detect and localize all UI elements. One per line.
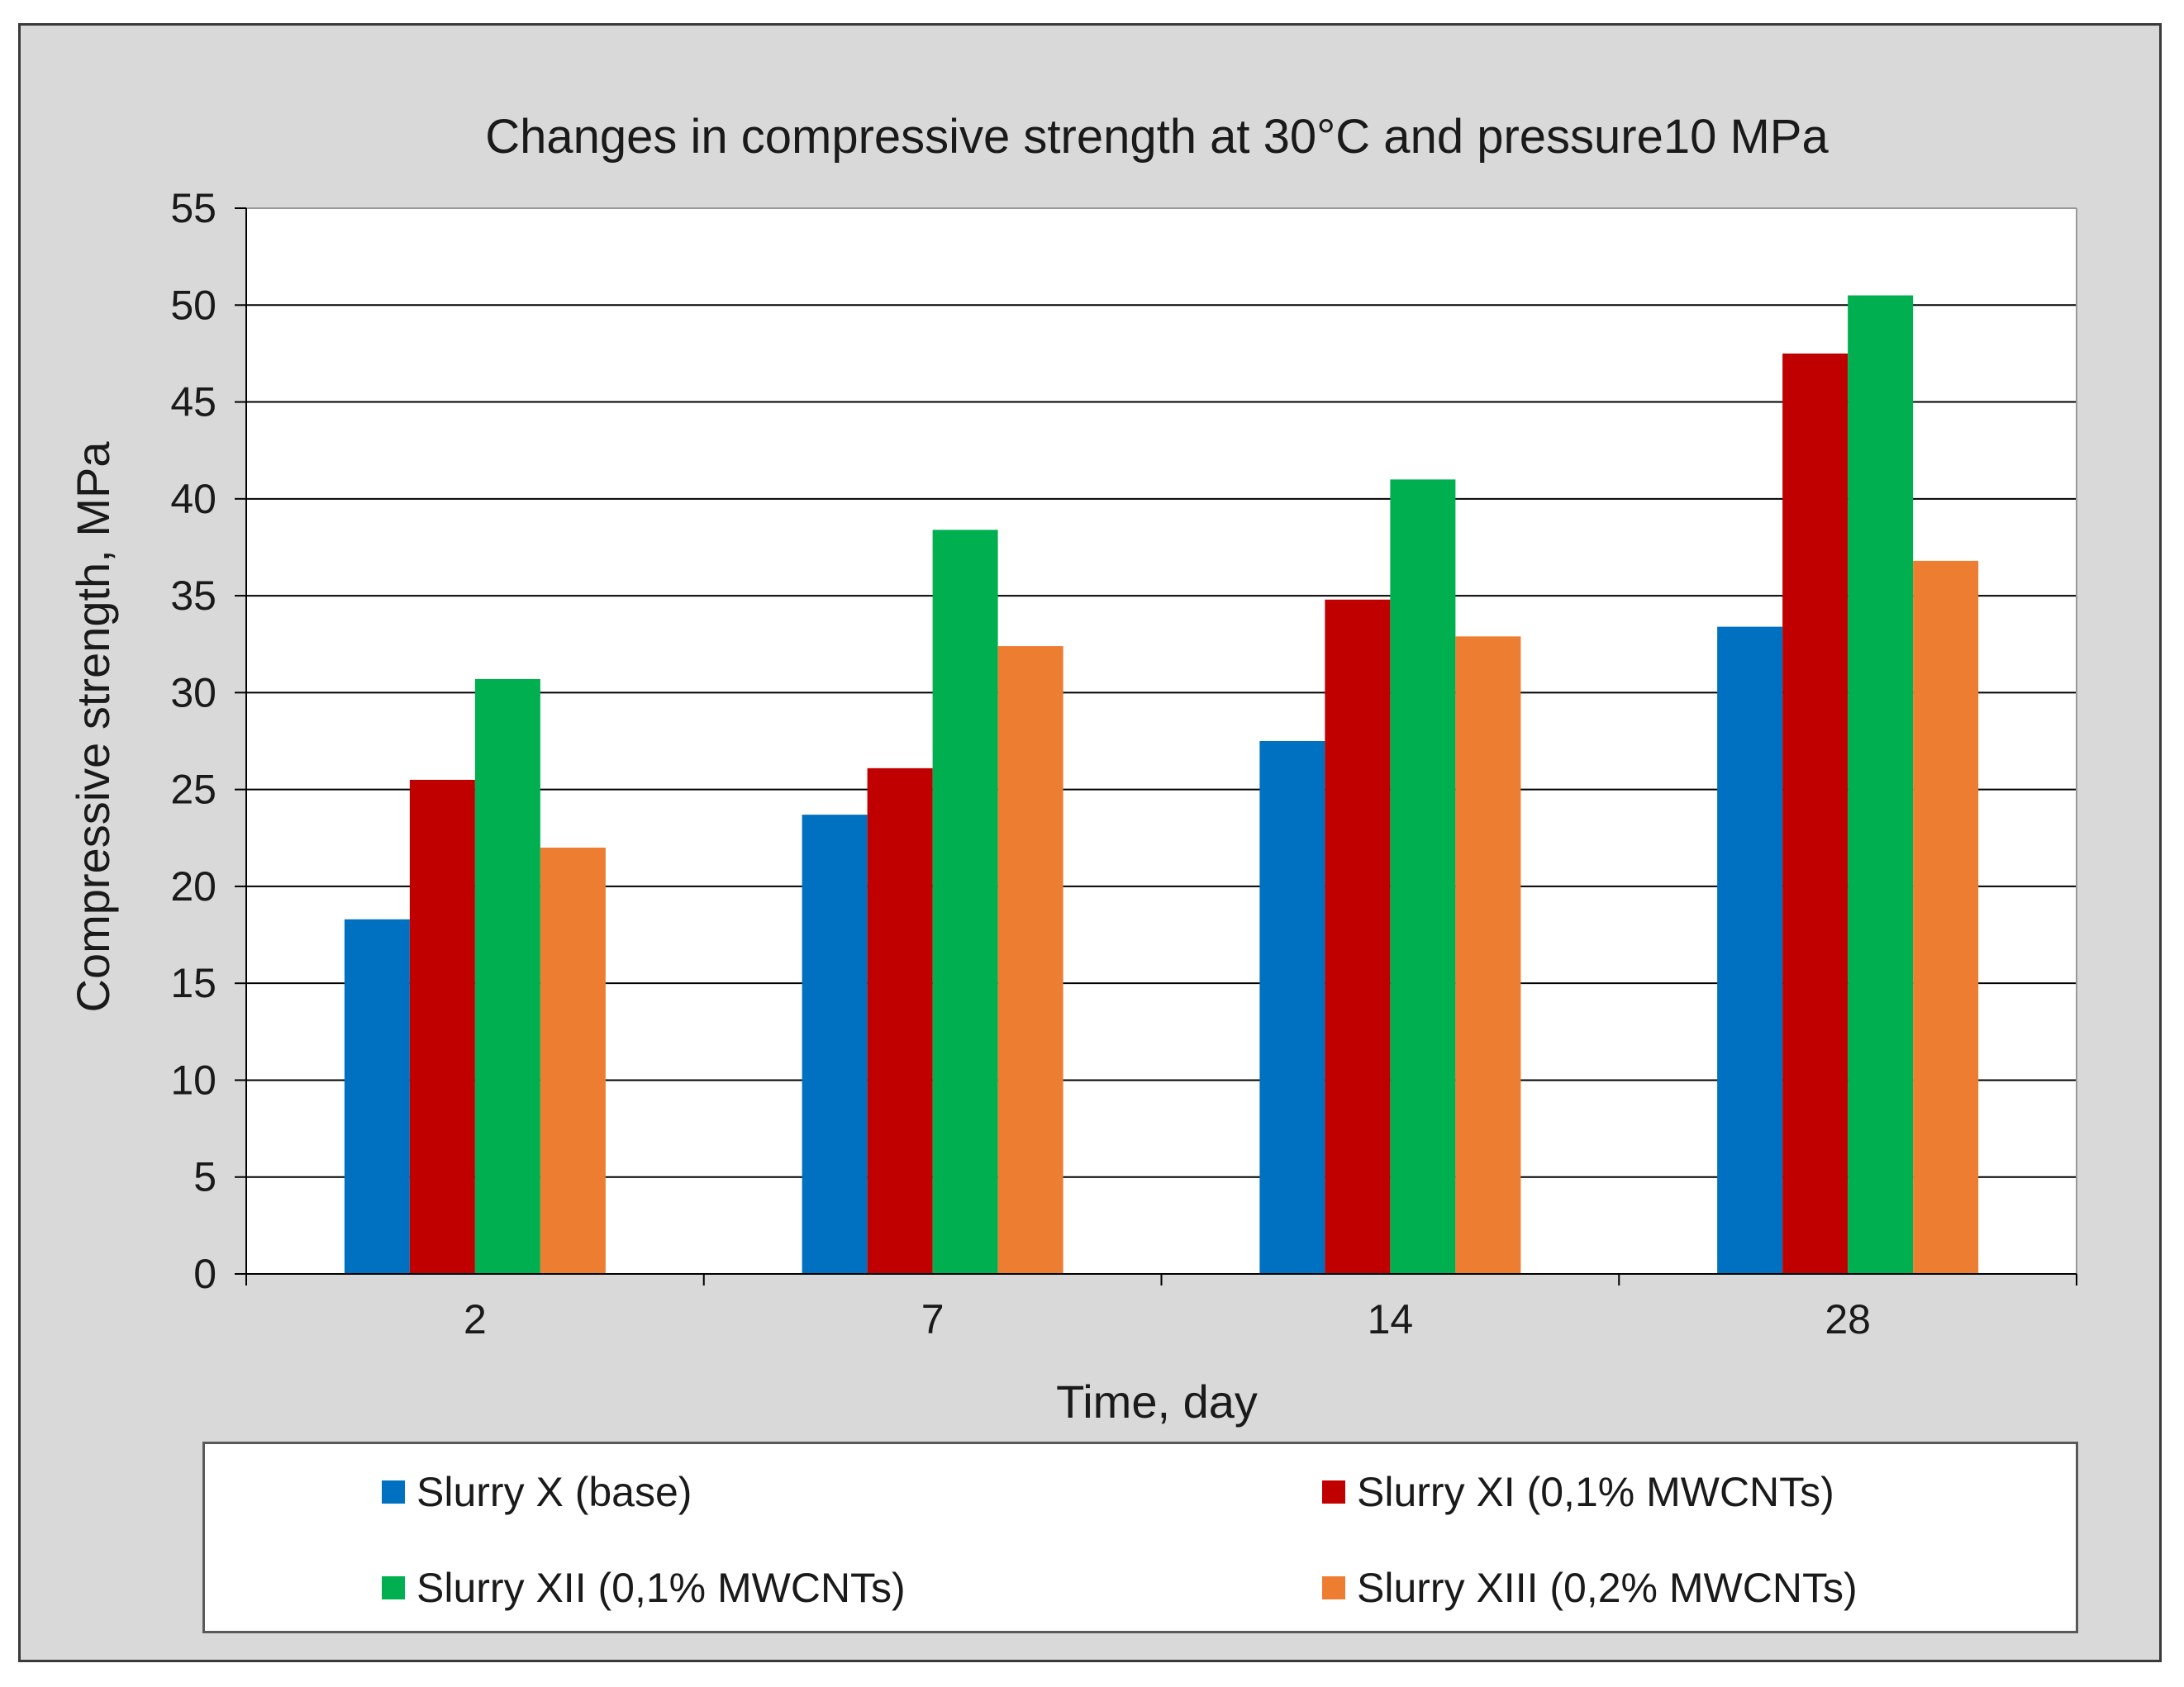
x-tick-label: 28 [1825, 1296, 1871, 1342]
chart-title: Changes in compressive strength at 30°C … [485, 110, 1829, 164]
bar [802, 815, 868, 1274]
legend-item-slurry-x: Slurry X (base) [382, 1467, 692, 1517]
bar [1259, 741, 1325, 1274]
legend-label: Slurry XII (0,1% MWCNTs) [416, 1565, 906, 1611]
bar [1390, 479, 1456, 1274]
bar [344, 919, 410, 1274]
bars [344, 295, 1979, 1275]
y-tick-label: 0 [193, 1251, 216, 1297]
y-tick-label: 50 [170, 282, 216, 328]
x-axis-label: Time, day [1056, 1376, 1258, 1428]
y-tick-label: 45 [170, 379, 216, 425]
x-tick-label: 7 [921, 1296, 944, 1342]
legend-label: Slurry X (base) [416, 1469, 692, 1515]
bar [1717, 626, 1783, 1274]
legend-swatch [382, 1576, 405, 1599]
legend-swatch [1322, 1480, 1345, 1504]
x-tick-labels: 2 7 14 28 [464, 1296, 1871, 1342]
legend-swatch [382, 1480, 405, 1504]
axes [235, 207, 2077, 1285]
legend-label: Slurry XIII (0,2% MWCNTs) [1357, 1565, 1858, 1611]
bar [540, 848, 606, 1274]
bar [1848, 295, 1914, 1275]
bar [1455, 636, 1521, 1274]
legend-item-slurry-xi: Slurry XI (0,1% MWCNTs) [1322, 1467, 1834, 1517]
bar [1913, 560, 1979, 1274]
y-tick-labels: 0 5 10 15 20 25 30 35 40 45 50 55 [170, 185, 216, 1297]
x-tick-label: 14 [1368, 1296, 1414, 1342]
bar [867, 767, 933, 1274]
bar [997, 646, 1063, 1274]
y-axis-label: Compressive strength, MPa [67, 441, 119, 1013]
y-tick-label: 30 [170, 669, 216, 715]
y-tick-label: 40 [170, 476, 216, 522]
y-tick-label: 20 [170, 863, 216, 910]
bar [1782, 353, 1849, 1275]
y-tick-label: 15 [170, 960, 216, 1006]
legend-swatch [1322, 1576, 1345, 1599]
y-tick-label: 25 [170, 767, 216, 813]
bar [409, 779, 475, 1274]
x-tick-label: 2 [464, 1296, 487, 1342]
y-tick-label: 5 [193, 1154, 216, 1200]
bar [932, 530, 998, 1274]
legend-item-slurry-xii: Slurry XII (0,1% MWCNTs) [382, 1563, 906, 1613]
bar [474, 678, 540, 1274]
legend: Slurry X (base) Slurry XI (0,1% MWCNTs) … [202, 1442, 2078, 1633]
legend-label: Slurry XI (0,1% MWCNTs) [1357, 1469, 1834, 1515]
legend-item-slurry-xiii: Slurry XIII (0,2% MWCNTs) [1322, 1563, 1858, 1613]
y-tick-label: 10 [170, 1057, 216, 1103]
bar [1325, 599, 1391, 1274]
y-tick-label: 35 [170, 573, 216, 619]
y-tick-label: 55 [170, 185, 216, 231]
